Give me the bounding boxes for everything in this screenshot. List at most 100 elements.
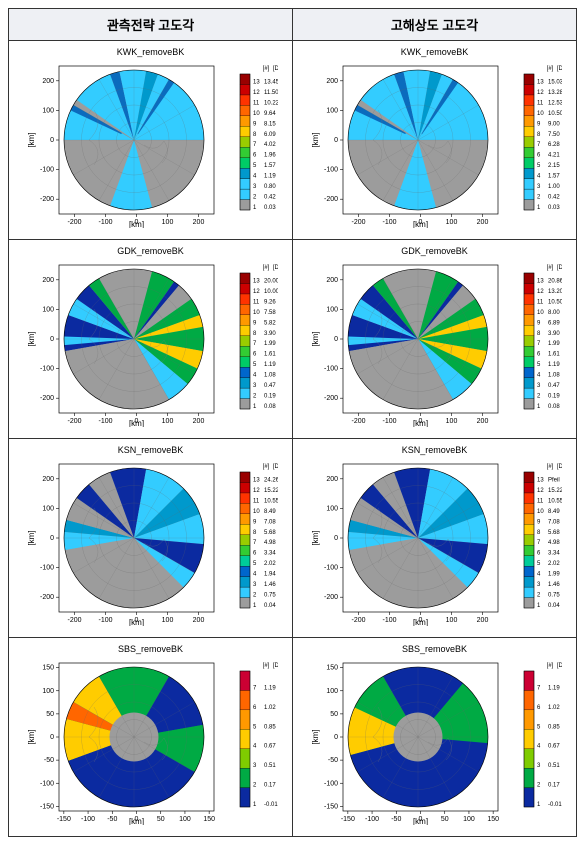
svg-text:[#]: [#] xyxy=(546,663,553,669)
svg-text:0.85: 0.85 xyxy=(548,724,560,730)
svg-text:10: 10 xyxy=(537,509,544,515)
svg-text:-200: -200 xyxy=(67,418,81,425)
svg-text:1.94: 1.94 xyxy=(264,572,276,578)
svg-text:2: 2 xyxy=(253,195,257,201)
svg-text:1.19: 1.19 xyxy=(264,174,276,180)
comparison-table: 관측전략 고도각 고해상도 고도각 KWK_removeBK-200-200-1… xyxy=(8,8,577,837)
svg-text:100: 100 xyxy=(463,816,475,823)
svg-text:9: 9 xyxy=(537,519,541,525)
svg-text:-100: -100 xyxy=(323,366,337,373)
svg-text:100: 100 xyxy=(326,107,338,114)
svg-text:6: 6 xyxy=(253,352,257,358)
svg-text:[Deg]: [Deg] xyxy=(556,66,561,72)
svg-text:1: 1 xyxy=(253,205,257,211)
colorbar: [#][Deg]10.0420.7531.4641.9452.0263.3474… xyxy=(236,460,278,620)
svg-text:[Deg]: [Deg] xyxy=(556,464,561,470)
svg-text:-150: -150 xyxy=(56,816,70,823)
svg-text:3: 3 xyxy=(537,383,541,389)
polar-chart: -200-200-100-10000100100200200[km][km] xyxy=(24,257,234,427)
svg-text:1: 1 xyxy=(253,603,257,609)
svg-text:0: 0 xyxy=(50,137,54,144)
chart-title: GDK_removeBK xyxy=(295,246,574,256)
svg-text:5: 5 xyxy=(537,362,541,368)
svg-text:0.75: 0.75 xyxy=(264,593,276,599)
svg-text:[km]: [km] xyxy=(311,729,320,744)
svg-text:3: 3 xyxy=(253,383,257,389)
svg-text:4: 4 xyxy=(537,744,541,750)
svg-text:[#]: [#] xyxy=(262,663,269,669)
svg-text:-100: -100 xyxy=(39,780,53,787)
svg-text:6.28: 6.28 xyxy=(548,142,560,148)
polar-chart: -200-200-100-10000100100200200[km][km] xyxy=(308,58,518,228)
svg-text:1: 1 xyxy=(253,404,257,410)
svg-text:9: 9 xyxy=(253,121,257,127)
svg-text:10: 10 xyxy=(253,111,260,117)
colorbar: [#][Deg]1-0.0120.1730.5140.6750.8561.027… xyxy=(236,659,278,819)
svg-text:6: 6 xyxy=(537,352,541,358)
svg-text:-200: -200 xyxy=(323,395,337,402)
svg-text:1: 1 xyxy=(537,603,541,609)
svg-text:-100: -100 xyxy=(382,617,396,624)
svg-text:-100: -100 xyxy=(323,167,337,174)
svg-text:150: 150 xyxy=(326,665,338,672)
chart-title: KSN_removeBK xyxy=(295,445,574,455)
svg-text:9: 9 xyxy=(253,519,257,525)
svg-text:-100: -100 xyxy=(382,418,396,425)
svg-text:[Deg]: [Deg] xyxy=(272,464,277,470)
svg-text:0.03: 0.03 xyxy=(548,205,560,211)
svg-text:0.80: 0.80 xyxy=(264,184,276,190)
svg-text:1.99: 1.99 xyxy=(548,341,560,347)
svg-text:[Deg]: [Deg] xyxy=(556,663,561,669)
svg-text:10.55: 10.55 xyxy=(548,498,562,504)
svg-text:13: 13 xyxy=(253,278,260,284)
svg-text:12: 12 xyxy=(537,488,544,494)
svg-text:[Deg]: [Deg] xyxy=(272,663,277,669)
svg-text:100: 100 xyxy=(326,505,338,512)
svg-text:[km]: [km] xyxy=(412,618,427,626)
svg-text:200: 200 xyxy=(326,277,338,284)
svg-text:-200: -200 xyxy=(39,395,53,402)
svg-text:100: 100 xyxy=(445,219,457,226)
svg-text:-200: -200 xyxy=(67,617,81,624)
svg-text:50: 50 xyxy=(330,711,338,718)
svg-text:0: 0 xyxy=(334,535,338,542)
svg-text:10.00: 10.00 xyxy=(264,289,278,295)
colorbar: [#][Deg]1-0.0120.1730.5140.6750.8561.027… xyxy=(520,659,562,819)
svg-text:10: 10 xyxy=(253,310,260,316)
svg-text:-200: -200 xyxy=(39,196,53,203)
svg-text:-200: -200 xyxy=(351,219,365,226)
svg-text:1.02: 1.02 xyxy=(548,705,560,711)
svg-text:[km]: [km] xyxy=(27,331,36,346)
svg-text:11: 11 xyxy=(537,299,544,305)
svg-text:1.19: 1.19 xyxy=(548,362,560,368)
polar-chart: -200-200-100-10000100100200200[km][km] xyxy=(24,456,234,626)
svg-text:8.15: 8.15 xyxy=(264,121,276,127)
svg-text:1.61: 1.61 xyxy=(548,352,560,358)
svg-text:100: 100 xyxy=(326,306,338,313)
svg-text:11: 11 xyxy=(537,498,544,504)
svg-text:2.15: 2.15 xyxy=(548,163,560,169)
svg-text:2: 2 xyxy=(537,195,541,201)
svg-text:2: 2 xyxy=(253,783,257,789)
svg-text:10.22: 10.22 xyxy=(264,100,278,106)
svg-text:11: 11 xyxy=(537,100,544,106)
svg-text:100: 100 xyxy=(445,418,457,425)
svg-text:1.00: 1.00 xyxy=(548,184,560,190)
svg-text:3: 3 xyxy=(253,582,257,588)
svg-text:1: 1 xyxy=(537,802,541,808)
svg-text:0: 0 xyxy=(334,734,338,741)
chart-cell-GDK_removeBK-right: GDK_removeBK-200-200-100-100001001002002… xyxy=(293,240,577,439)
svg-text:7: 7 xyxy=(253,142,257,148)
svg-text:[Deg]: [Deg] xyxy=(556,265,561,271)
svg-text:100: 100 xyxy=(161,219,173,226)
svg-text:-200: -200 xyxy=(67,219,81,226)
svg-text:[#]: [#] xyxy=(262,265,269,271)
svg-text:[km]: [km] xyxy=(128,220,143,228)
svg-text:13: 13 xyxy=(253,79,260,85)
svg-text:[#]: [#] xyxy=(546,464,553,470)
svg-text:0.42: 0.42 xyxy=(548,195,560,201)
svg-text:100: 100 xyxy=(42,107,54,114)
svg-text:12: 12 xyxy=(537,90,544,96)
svg-text:10: 10 xyxy=(253,509,260,515)
svg-text:100: 100 xyxy=(42,688,54,695)
